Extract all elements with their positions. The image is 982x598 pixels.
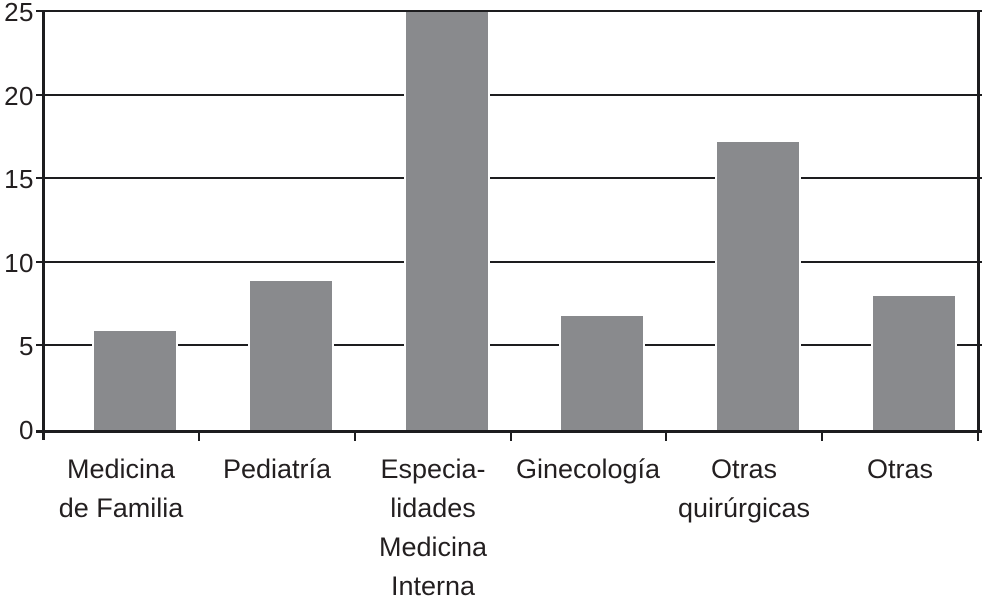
bar (92, 331, 178, 430)
x-axis-tick (510, 430, 512, 441)
y-axis-tick-label: 5 (19, 331, 34, 361)
x-axis-tick (821, 430, 823, 441)
y-axis-tick-label: 0 (19, 415, 34, 445)
x-axis-line (36, 430, 982, 433)
x-axis-tick (354, 430, 356, 441)
x-axis-tick (198, 430, 200, 441)
gridline (36, 94, 982, 96)
bar (871, 296, 957, 430)
bar (715, 142, 801, 430)
bar (404, 12, 490, 430)
y-axis-tick-label: 10 (4, 248, 34, 278)
x-axis-label: Medicina de Familia (58, 454, 184, 523)
x-axis-tick (977, 430, 979, 441)
y-axis-line (42, 10, 45, 440)
gridline (36, 261, 982, 263)
x-axis-label: Otras (866, 454, 933, 484)
plot-right-border (977, 10, 980, 433)
y-axis-tick-label: 25 (4, 0, 34, 27)
gridline (36, 10, 982, 12)
x-axis-label: Ginecología (515, 454, 661, 484)
y-axis-tick-label: 20 (4, 81, 34, 111)
x-axis-label: Pediatría (222, 454, 332, 484)
y-axis-tick-label: 15 (4, 164, 34, 194)
x-axis-label: Especia- lidades Medicina Interna (378, 454, 488, 598)
x-axis-label: Otras quirúrgicas (677, 454, 811, 523)
gridline (36, 344, 982, 346)
bar (559, 316, 645, 430)
bar (248, 281, 334, 430)
gridline (36, 177, 982, 179)
x-axis-tick (665, 430, 667, 441)
